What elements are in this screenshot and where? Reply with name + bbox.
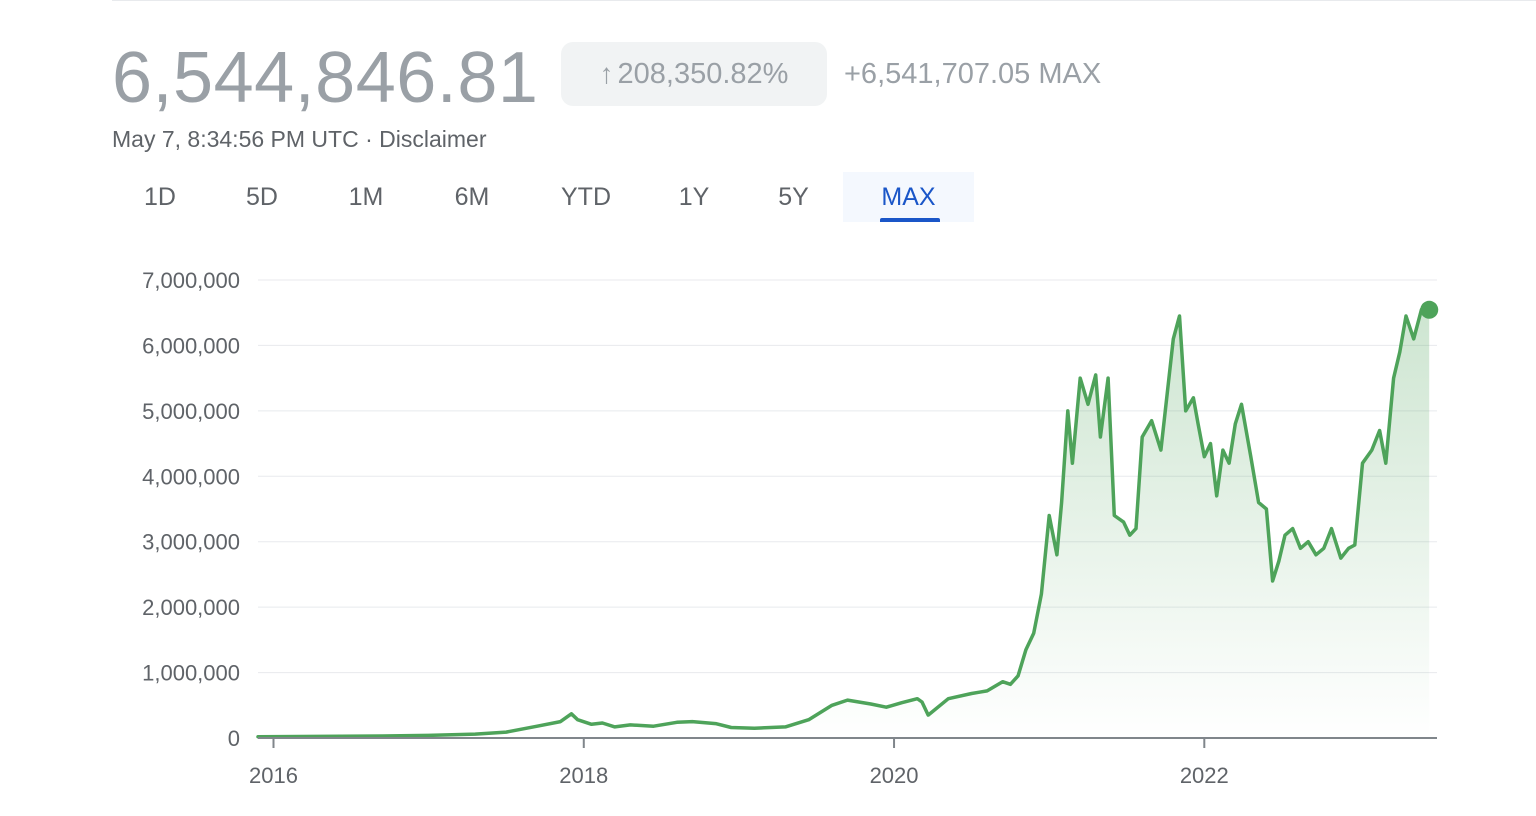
x-tick-label: 2020 bbox=[870, 763, 919, 788]
percent-change-value: 208,350.82% bbox=[617, 57, 789, 90]
y-tick-label: 6,000,000 bbox=[142, 333, 240, 358]
tab-6m[interactable]: 6M bbox=[454, 182, 490, 211]
current-price: 6,544,846.81 bbox=[112, 38, 539, 118]
y-tick-label: 7,000,000 bbox=[142, 268, 240, 293]
tab-max[interactable]: MAX bbox=[843, 172, 974, 222]
tab-5y[interactable]: 5Y bbox=[778, 182, 809, 211]
absolute-change: +6,541,707.05 MAX bbox=[844, 58, 1102, 90]
tab-1y[interactable]: 1Y bbox=[678, 182, 710, 211]
y-tick-label: 4,000,000 bbox=[142, 464, 240, 489]
y-tick-label: 0 bbox=[228, 726, 240, 751]
tab-1m[interactable]: 1M bbox=[348, 182, 384, 211]
series-line-path bbox=[256, 307, 1431, 739]
percent-change-badge: ↑ 208,350.82% bbox=[561, 42, 827, 106]
timestamp-disclaimer: May 7, 8:34:56 PM UTC · Disclaimer bbox=[112, 126, 487, 152]
x-axis-labels: 2016 2018 2020 2022 bbox=[249, 763, 1229, 788]
top-divider bbox=[112, 0, 1536, 1]
y-axis-labels: 0 1,000,000 2,000,000 3,000,000 4,000,000 5,0… bbox=[142, 268, 240, 751]
y-tick-label: 2,000,000 bbox=[142, 595, 240, 620]
x-axis bbox=[258, 737, 1437, 748]
y-tick-label: 5,000,000 bbox=[142, 399, 240, 424]
tab-ytd[interactable]: YTD bbox=[561, 182, 611, 211]
latest-point[interactable] bbox=[1420, 300, 1439, 319]
x-tick-label: 2022 bbox=[1180, 763, 1229, 788]
series-line bbox=[256, 307, 1431, 739]
area-path bbox=[258, 309, 1430, 738]
arrow-up-icon: ↑ bbox=[599, 58, 614, 89]
x-tick-label: 2018 bbox=[559, 763, 608, 788]
y-tick-label: 3,000,000 bbox=[142, 530, 240, 555]
tab-5d[interactable]: 5D bbox=[246, 182, 278, 211]
x-tick-label: 2016 bbox=[249, 763, 298, 788]
tab-1d[interactable]: 1D bbox=[144, 182, 176, 211]
latest-value-dot[interactable] bbox=[1420, 300, 1439, 319]
y-tick-label: 1,000,000 bbox=[142, 661, 240, 686]
area-fill bbox=[258, 309, 1430, 738]
